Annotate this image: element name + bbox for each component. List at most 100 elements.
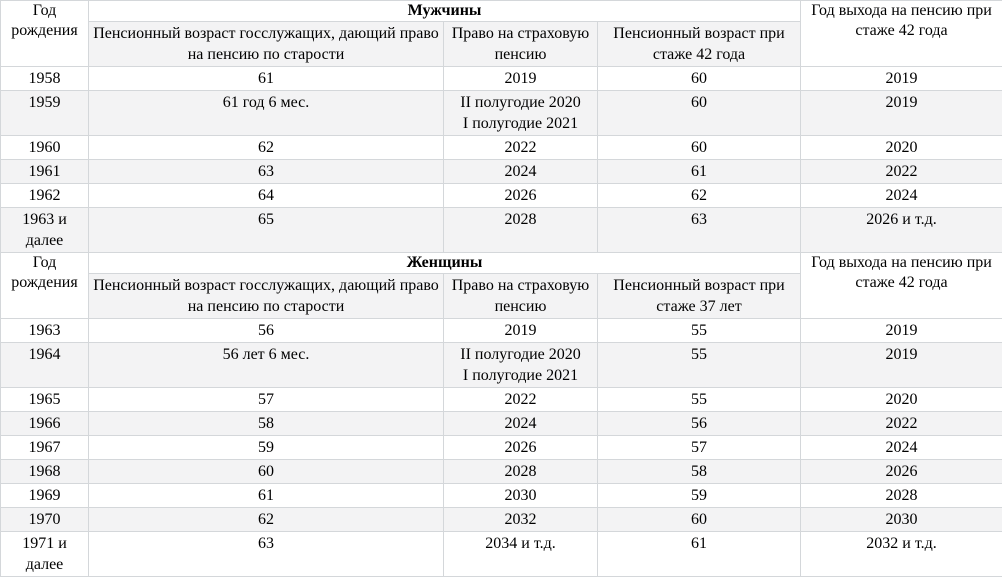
civil-servant-age-cell: 64 xyxy=(89,184,444,208)
civil-servant-age-cell: 57 xyxy=(89,388,444,412)
insurance-pension-cell: 2028 xyxy=(444,208,598,253)
pension-age-long-service-header: Пенсионный возраст при стаже 42 года xyxy=(598,22,801,67)
civil-servant-age-cell: 62 xyxy=(89,508,444,532)
insurance-pension-cell: II полугодие 2020 I полугодие 2021 xyxy=(444,91,598,136)
retirement-year-42-header: Год выхода на пенсию при стаже 42 года xyxy=(801,253,1002,319)
insurance-pension-cell: 2026 xyxy=(444,436,598,460)
gender-group-header: Мужчины xyxy=(89,1,801,22)
civil-servant-age-cell: 56 xyxy=(89,319,444,343)
civil-servant-age-header: Пенсионный возраст госслужащих, дающий п… xyxy=(89,22,444,67)
retirement-year-cell: 2032 и т.д. xyxy=(801,532,1002,577)
pension-age-long-service-header: Пенсионный возраст при стаже 37 лет xyxy=(598,274,801,319)
retirement-year-cell: 2024 xyxy=(801,184,1002,208)
long-service-age-cell: 61 xyxy=(598,160,801,184)
insurance-pension-cell: 2028 xyxy=(444,460,598,484)
civil-servant-age-cell: 61 год 6 мес. xyxy=(89,91,444,136)
civil-servant-age-cell: 62 xyxy=(89,136,444,160)
insurance-pension-cell: 2022 xyxy=(444,136,598,160)
civil-servant-age-cell: 61 xyxy=(89,484,444,508)
insurance-pension-cell: 2026 xyxy=(444,184,598,208)
birth-year-cell: 1963 и далее xyxy=(1,208,89,253)
long-service-age-cell: 56 xyxy=(598,412,801,436)
retirement-year-cell: 2020 xyxy=(801,136,1002,160)
long-service-age-cell: 63 xyxy=(598,208,801,253)
long-service-age-cell: 60 xyxy=(598,91,801,136)
birth-year-cell: 1969 xyxy=(1,484,89,508)
retirement-year-cell: 2024 xyxy=(801,436,1002,460)
insurance-pension-cell: 2019 xyxy=(444,67,598,91)
insurance-pension-cell: II полугодие 2020 I полугодие 2021 xyxy=(444,343,598,388)
birth-year-cell: 1970 xyxy=(1,508,89,532)
birth-year-cell: 1965 xyxy=(1,388,89,412)
insurance-pension-right-header: Право на страховую пенсию xyxy=(444,22,598,67)
insurance-pension-cell: 2019 xyxy=(444,319,598,343)
civil-servant-age-cell: 60 xyxy=(89,460,444,484)
birth-year-cell: 1967 xyxy=(1,436,89,460)
retirement-year-cell: 2019 xyxy=(801,343,1002,388)
birth-year-cell: 1960 xyxy=(1,136,89,160)
long-service-age-cell: 60 xyxy=(598,67,801,91)
long-service-age-cell: 58 xyxy=(598,460,801,484)
civil-servant-age-cell: 59 xyxy=(89,436,444,460)
insurance-pension-cell: 2024 xyxy=(444,412,598,436)
retirement-year-cell: 2019 xyxy=(801,91,1002,136)
birth-year-cell: 1958 xyxy=(1,67,89,91)
birth-year-cell: 1968 xyxy=(1,460,89,484)
civil-servant-age-cell: 56 лет 6 мес. xyxy=(89,343,444,388)
retirement-year-cell: 2026 xyxy=(801,460,1002,484)
civil-servant-age-cell: 61 xyxy=(89,67,444,91)
civil-servant-age-header: Пенсионный возраст госслужащих, дающий п… xyxy=(89,274,444,319)
retirement-year-cell: 2026 и т.д. xyxy=(801,208,1002,253)
birth-year-cell: 1963 xyxy=(1,319,89,343)
insurance-pension-cell: 2032 xyxy=(444,508,598,532)
birth-year-header: Год рождения xyxy=(1,1,89,67)
retirement-year-42-header: Год выхода на пенсию при стаже 42 года xyxy=(801,1,1002,67)
retirement-year-cell: 2019 xyxy=(801,67,1002,91)
retirement-year-cell: 2019 xyxy=(801,319,1002,343)
insurance-pension-right-header: Право на страховую пенсию xyxy=(444,274,598,319)
gender-group-header: Женщины xyxy=(89,253,801,274)
birth-year-cell: 1959 xyxy=(1,91,89,136)
long-service-age-cell: 55 xyxy=(598,343,801,388)
insurance-pension-cell: 2022 xyxy=(444,388,598,412)
long-service-age-cell: 60 xyxy=(598,508,801,532)
civil-servant-age-cell: 65 xyxy=(89,208,444,253)
long-service-age-cell: 55 xyxy=(598,319,801,343)
insurance-pension-cell: 2034 и т.д. xyxy=(444,532,598,577)
insurance-pension-cell: 2030 xyxy=(444,484,598,508)
birth-year-cell: 1966 xyxy=(1,412,89,436)
insurance-pension-cell: 2024 xyxy=(444,160,598,184)
civil-servant-age-cell: 63 xyxy=(89,532,444,577)
long-service-age-cell: 57 xyxy=(598,436,801,460)
retirement-year-cell: 2030 xyxy=(801,508,1002,532)
long-service-age-cell: 55 xyxy=(598,388,801,412)
retirement-year-cell: 2022 xyxy=(801,412,1002,436)
retirement-year-cell: 2020 xyxy=(801,388,1002,412)
civil-servant-age-cell: 58 xyxy=(89,412,444,436)
birth-year-cell: 1971 и далее xyxy=(1,532,89,577)
long-service-age-cell: 61 xyxy=(598,532,801,577)
birth-year-cell: 1962 xyxy=(1,184,89,208)
retirement-year-cell: 2022 xyxy=(801,160,1002,184)
long-service-age-cell: 59 xyxy=(598,484,801,508)
long-service-age-cell: 60 xyxy=(598,136,801,160)
